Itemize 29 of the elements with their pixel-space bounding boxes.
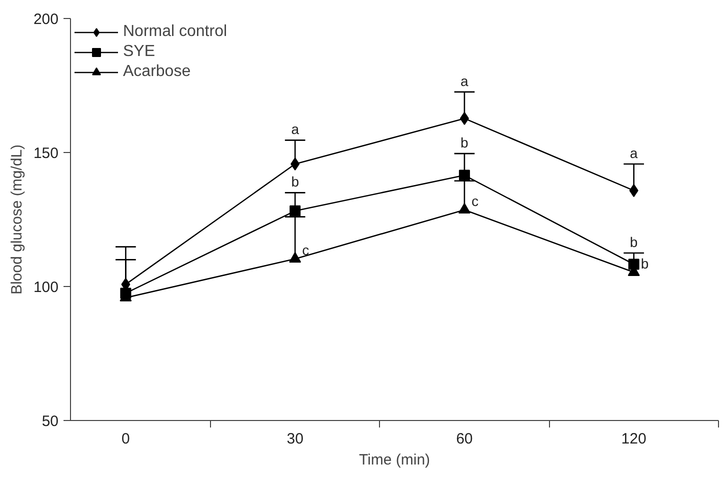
point	[290, 205, 301, 216]
legend-label: Acarbose	[123, 63, 191, 81]
annotation: a	[630, 145, 638, 162]
point	[289, 252, 302, 263]
point	[458, 203, 470, 214]
x-tick-label: 30	[286, 430, 304, 448]
y-axis-title: Blood glucose (mg/dL)	[8, 144, 26, 295]
point	[629, 184, 638, 198]
x-tick-label: 0	[122, 430, 130, 448]
y-tick-label: 100	[33, 279, 59, 296]
legend-label: Normal control	[123, 23, 228, 41]
y-tick-label: 200	[33, 11, 59, 28]
y-tick-label: 50	[42, 413, 59, 430]
annotation: b	[291, 174, 300, 190]
x-tick-label: 120	[621, 430, 646, 448]
x-axis-title: Time (min)	[358, 452, 430, 468]
annotation: b	[460, 134, 469, 151]
y-tick-label: 150	[33, 145, 59, 162]
point	[460, 112, 469, 125]
x-tick-label: 60	[456, 430, 473, 448]
annotation: c	[302, 242, 310, 258]
annotation: b	[640, 255, 649, 272]
annotation: c	[471, 192, 478, 209]
point	[458, 170, 470, 181]
annotation: a	[460, 72, 469, 89]
point	[290, 158, 300, 171]
annotation: a	[291, 121, 300, 138]
legend-label: SYE	[123, 43, 156, 61]
annotation: b	[630, 234, 638, 250]
